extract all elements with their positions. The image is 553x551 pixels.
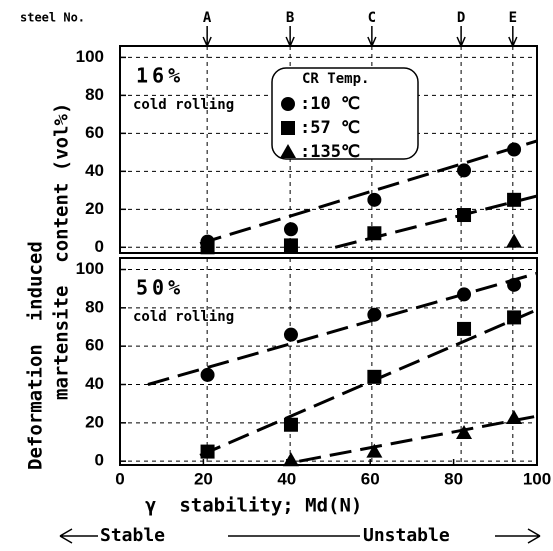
y-tick-label: 80	[85, 85, 104, 104]
y-tick-label: 0	[95, 237, 104, 256]
fit-line	[334, 194, 538, 249]
point-circle	[457, 163, 472, 178]
point-circle	[507, 277, 522, 292]
x-tick-label: 0	[115, 469, 124, 488]
x-tick-label: 100	[523, 469, 551, 488]
legend-marker	[281, 97, 295, 111]
y-tick-label: 20	[85, 199, 104, 218]
panel-note: cold rolling	[133, 97, 234, 113]
fit-line	[199, 139, 538, 245]
y-tick-label: 100	[76, 47, 104, 66]
point-circle	[283, 222, 298, 237]
steel-letter: D	[457, 10, 465, 26]
point-circle	[283, 327, 298, 342]
point-square	[200, 444, 215, 459]
steel-letter: C	[368, 10, 376, 26]
plot-frame	[119, 257, 538, 466]
legend-marker	[280, 144, 296, 158]
x-tick-label: 20	[194, 469, 213, 488]
point-square	[457, 208, 472, 223]
point-triangle	[366, 443, 383, 458]
panel-note: cold rolling	[133, 309, 234, 325]
stable-label: Stable	[100, 525, 165, 546]
panel-label: 50%	[136, 276, 184, 300]
steel-letter: B	[286, 10, 294, 26]
y-label: Deformation induced	[25, 241, 47, 470]
legend-entry: :57 ℃	[300, 118, 360, 138]
point-triangle	[456, 424, 473, 439]
y-tick-label: 100	[76, 259, 104, 278]
legend-marker	[281, 121, 295, 135]
point-circle	[457, 287, 472, 302]
point-square	[507, 310, 522, 325]
x-tick-label: 80	[444, 469, 463, 488]
steel-arrow	[367, 26, 377, 48]
point-circle	[200, 367, 215, 382]
y-label-inner: martensite content (vol%)	[51, 103, 73, 400]
x-label: γ stability; Md(N)	[145, 495, 362, 517]
point-square	[283, 238, 298, 253]
y-tick-label: 40	[85, 161, 104, 180]
point-square	[507, 192, 522, 207]
steel-letter: E	[509, 10, 517, 26]
y-label-outer: Deformation induced	[25, 241, 47, 470]
y-tick-label: 20	[85, 412, 104, 431]
left-arrow	[59, 528, 98, 544]
steel-arrow	[285, 26, 295, 48]
y-tick-label: 80	[85, 297, 104, 316]
steel-letter: A	[203, 10, 212, 26]
point-triangle	[282, 452, 299, 467]
point-triangle	[506, 233, 523, 248]
legend-title: CR Temp.	[302, 71, 369, 87]
steel-arrow	[456, 26, 466, 48]
plot-frame	[119, 45, 538, 254]
point-square	[457, 321, 472, 336]
y-tick-label: 0	[95, 451, 104, 470]
point-square	[283, 417, 298, 432]
y-tick-label: 40	[85, 374, 104, 393]
fit-line	[299, 414, 538, 463]
legend-entry: :135℃	[300, 142, 360, 162]
y-tick-label: 60	[85, 123, 104, 142]
point-triangle	[506, 410, 523, 425]
point-square	[367, 226, 382, 241]
legend-box	[271, 67, 419, 160]
steel-arrow	[202, 26, 212, 48]
x-tick-label: 60	[361, 469, 380, 488]
panel-label: 16%	[136, 64, 184, 88]
point-circle	[507, 142, 522, 157]
steel-arrow	[508, 26, 518, 48]
y-tick-label: 60	[85, 336, 104, 355]
right-arrow	[495, 528, 541, 544]
steel-label: steel No.	[20, 11, 85, 25]
legend-entry: :10 ℃	[300, 94, 360, 114]
point-circle	[367, 192, 382, 207]
fit-line	[147, 271, 538, 386]
point-square	[200, 240, 215, 255]
point-square	[367, 369, 382, 384]
y-label: martensite content (vol%)	[51, 103, 73, 400]
unstable-label: Unstable	[363, 525, 450, 546]
stability-arrows	[59, 528, 541, 544]
x-tick-label: 40	[277, 469, 296, 488]
point-circle	[367, 307, 382, 322]
